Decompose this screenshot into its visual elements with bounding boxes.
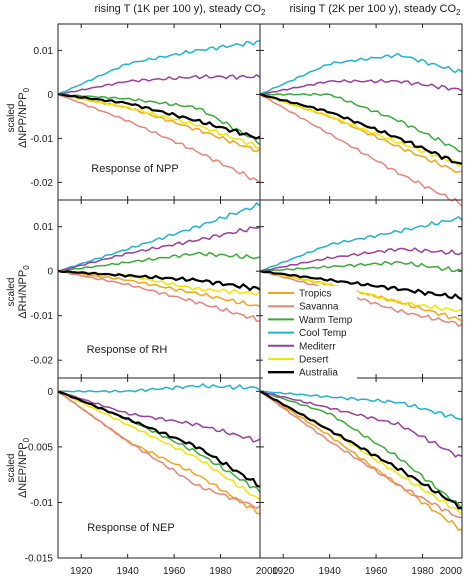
y-tick-label: -0.01 [30,134,53,145]
series-line-mediterr [259,247,463,273]
x-tick-label: 2000 [256,566,279,577]
column-titles: rising T (1K per 100 y), steady CO2 risi… [95,3,462,17]
series-line-cool-temp [57,202,261,272]
series-line-australia [57,390,261,488]
series-line-tropics [259,270,463,322]
series-line-desert [57,390,261,501]
series-line-desert [259,270,463,313]
annotation-nep: Response of NEP [87,522,174,534]
x-tick-label: 1960 [365,566,388,577]
series-line-australia [259,92,463,165]
series-line-mediterr [57,226,261,273]
y-tick-label: 0 [47,267,53,278]
series-line-australia [57,93,261,140]
legend: Tropics Savanna Warm Temp Cool Temp Mediterr… [263,286,357,384]
series-line-mediterr [57,74,261,96]
y-tick-label: 0 [47,90,53,101]
row-ylabel-rh: scaled ΔRH/NPP0 [6,265,31,319]
y-tick-label: -0.005 [25,442,54,453]
legend-label: Mediterr [299,341,336,352]
series-line-cool-temp [259,216,463,273]
series-line-australia [259,269,463,301]
series-line-mediterr [259,390,463,458]
y-tick-label: 0.01 [34,46,54,57]
series-line-savanna [57,390,261,510]
y-tick-label: 0.01 [34,222,54,233]
series-line-cool-temp [57,383,261,393]
column-title-right: rising T (2K per 100 y), steady CO2 [290,3,462,17]
y-tick-label: -0.02 [30,178,53,189]
y-tick-label: -0.01 [30,311,53,322]
series-line-tropics [57,390,261,515]
series-line-warm-temp [259,390,463,511]
series-line-mediterr [259,78,463,96]
series-line-warm-temp [57,93,261,146]
panel-r2-c1 [259,377,463,559]
legend-label: Desert [299,355,329,366]
series-line-savanna [259,270,463,328]
column-title-left: rising T (1K per 100 y), steady CO2 [95,3,267,17]
annotations: Response of NPP Response of RH Response … [87,163,179,534]
x-tick-label: 2000 [440,566,463,577]
x-tick-label: 1940 [117,566,140,577]
series-line-savanna [259,390,463,519]
row-ylabel-npp: scaled ΔNPP/NPP0 [6,87,31,148]
x-tick-label: 1980 [209,566,232,577]
series-line-warm-temp [259,92,463,153]
panel-r1-c1 [259,199,463,379]
series-line-savanna [57,270,261,322]
series-line-savanna [259,93,463,207]
x-tick-label: 1940 [319,566,342,577]
series-line-warm-temp [57,251,261,272]
ylabel-main: ΔNPP/NPP0 [17,87,31,148]
ylabel-main: ΔNEP/NPP0 [17,437,31,498]
row-ylabel-nep: scaled ΔNEP/NPP0 [6,437,31,498]
series-line-cool-temp [259,52,463,95]
series-line-tropics [259,390,463,531]
panel-frame [259,377,463,559]
x-tick-label: 1960 [163,566,186,577]
series-line-warm-temp [259,260,463,273]
legend-label: Cool Temp [299,328,347,339]
ylabel-top: scaled [6,454,17,483]
y-tick-label: -0.02 [30,356,53,367]
panel-r2-c0: 0 -0.005 -0.01 -0.015 [25,377,261,565]
y-tick-label: -0.015 [25,554,54,565]
series-line-desert [57,93,261,149]
ylabel-top: scaled [6,278,17,307]
annotation-rh: Response of RH [87,344,168,356]
legend-label: Tropics [299,289,331,300]
x-tick-label: 1980 [411,566,434,577]
y-tick-label: 0 [47,387,53,398]
x-tick-label: 1920 [272,566,295,577]
y-tick-label: -0.01 [30,498,53,509]
ylabel-main: ΔRH/NPP0 [17,265,31,319]
x-tick-label: 1920 [70,566,93,577]
series-line-savanna [57,93,261,184]
series-line-mediterr [57,390,261,443]
legend-label: Australia [299,368,338,379]
legend-label: Savanna [299,302,339,313]
ylabel-top: scaled [6,104,17,133]
series-line-cool-temp [57,39,261,96]
series-line-tropics [57,270,261,308]
panel-r0-c1 [259,23,463,207]
annotation-npp: Response of NPP [91,163,178,175]
panels: 0.01 0 -0.01 -0.02 0.01 0 -0.01 -0.02 0 -0.005 -0.… [25,23,463,565]
panel-r0-c0: 0.01 0 -0.01 -0.02 [30,23,261,201]
legend-box [263,286,357,384]
series-line-australia [259,390,463,510]
series-line-cool-temp [259,390,463,421]
series-line-australia [57,269,261,291]
legend-label: Warm Temp [299,315,353,326]
